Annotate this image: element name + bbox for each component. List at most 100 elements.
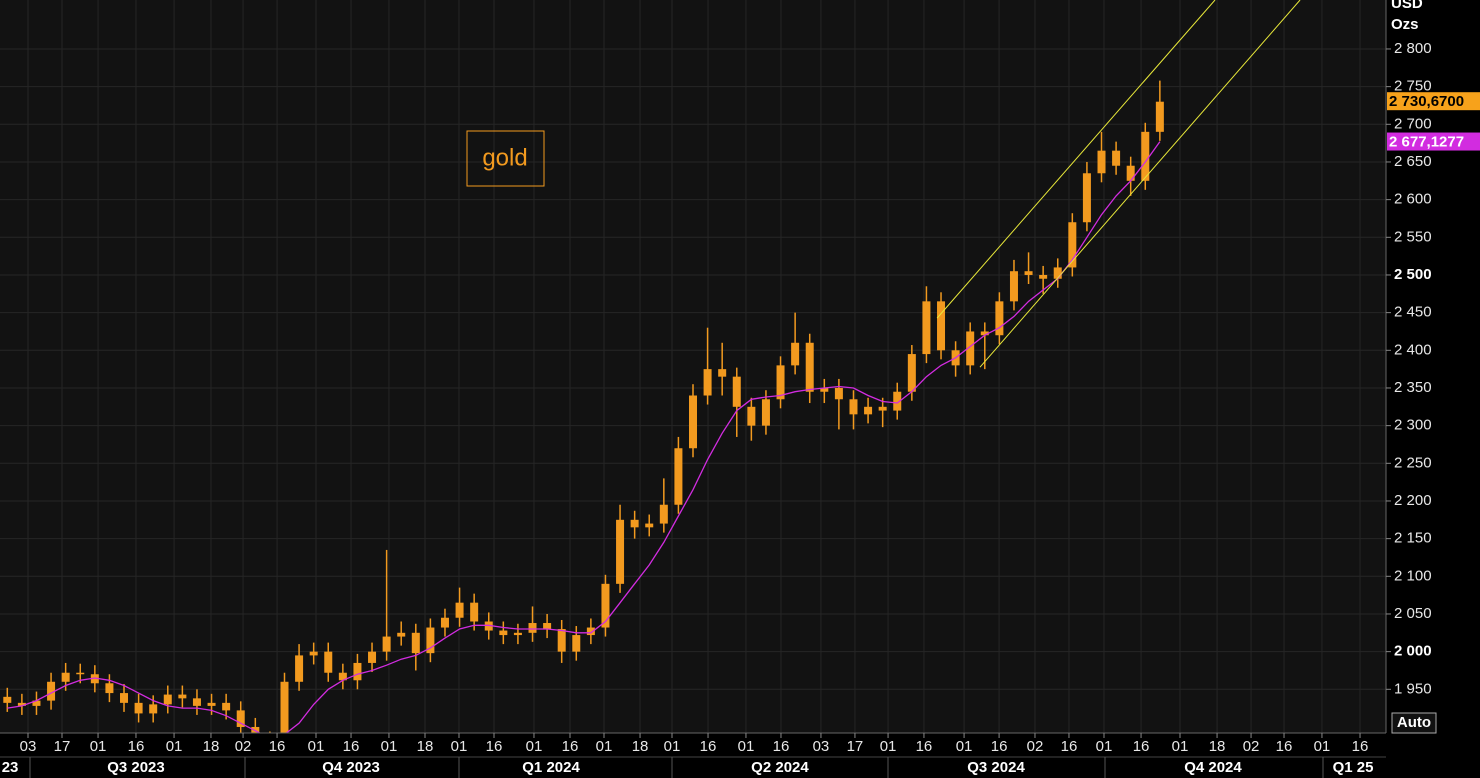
candle-body	[61, 672, 70, 682]
candle-body	[192, 698, 201, 706]
x-tick-label: 01	[526, 738, 543, 755]
candle-body	[513, 632, 522, 636]
candle-body	[601, 583, 610, 628]
candle-body	[397, 632, 406, 637]
candle-body	[557, 629, 566, 652]
candle-body	[76, 672, 85, 675]
price-tag-label: 2 730,6700	[1389, 93, 1464, 110]
candle-body	[776, 365, 785, 400]
x-tick-label: 16	[991, 738, 1008, 755]
y-tick-label: 2 350	[1394, 379, 1432, 396]
candle-body	[470, 602, 479, 622]
x-tick-label: 01	[381, 738, 398, 755]
x-tick-label: 16	[1276, 738, 1293, 755]
candle-body	[1141, 131, 1150, 181]
candle-body	[280, 681, 289, 733]
moving-average-line	[7, 141, 1161, 733]
y-tick-label: 2 300	[1394, 417, 1432, 434]
y-tick-label: 2 400	[1394, 341, 1432, 358]
x-tick-label: 16	[562, 738, 579, 755]
candle-body	[324, 651, 333, 673]
quarter-label: Q2 2024	[751, 759, 809, 776]
candle-body	[659, 504, 668, 524]
candle-body	[32, 700, 41, 706]
candle-body	[455, 602, 464, 618]
y-tick-label: 2 200	[1394, 492, 1432, 509]
candle-body	[893, 391, 902, 411]
x-tick-label: 01	[664, 738, 681, 755]
y-tick-label: 2 550	[1394, 228, 1432, 245]
candle-body	[426, 627, 435, 654]
candle-body	[134, 702, 143, 714]
candle-body	[980, 331, 989, 336]
candle-body	[1039, 274, 1048, 279]
quarter-dividers	[29, 757, 1324, 778]
candle-body	[149, 704, 158, 714]
trend-line	[936, 0, 1216, 319]
candle-body	[382, 636, 391, 652]
price-tag	[1387, 132, 1480, 151]
plot-area	[0, 0, 1386, 733]
candle-body	[630, 519, 639, 528]
x-tick-label: 16	[773, 738, 790, 755]
x-tick-label: 16	[700, 738, 717, 755]
candle-body	[368, 651, 377, 663]
x-tick-label: 01	[308, 738, 325, 755]
candle-body	[791, 342, 800, 366]
x-tick-label: 02	[1243, 738, 1260, 755]
candle-body	[338, 672, 347, 681]
quarter-label: Q1 2024	[522, 759, 580, 776]
y-tick-label: 2 600	[1394, 191, 1432, 208]
y-tick-label: 2 000	[1394, 643, 1432, 660]
quarter-label: Q3 2023	[107, 759, 165, 776]
x-tick-label: 01	[880, 738, 897, 755]
candle-body	[937, 301, 946, 351]
candle-body	[47, 681, 56, 701]
x-tick-label: 16	[343, 738, 360, 755]
candle-body	[178, 694, 187, 699]
price-tag-label: 2 677,1277	[1389, 134, 1464, 151]
x-tick-label: 01	[1096, 738, 1113, 755]
y-unit: USD	[1391, 0, 1423, 12]
candle-body	[1024, 271, 1033, 275]
candle-body	[1097, 150, 1106, 174]
x-tick-label: 01	[1172, 738, 1189, 755]
x-tick-label: 18	[417, 738, 434, 755]
candle-body	[207, 702, 216, 706]
x-tick-label: 02	[235, 738, 252, 755]
candle-body	[1009, 271, 1018, 302]
x-tick-label: 16	[269, 738, 286, 755]
auto-button[interactable]	[1391, 712, 1437, 734]
x-tick-label: 01	[166, 738, 183, 755]
candle-body	[878, 406, 887, 411]
candle-body	[1126, 165, 1135, 181]
trend-line	[979, 0, 1301, 368]
candle-body	[689, 395, 697, 449]
candle-body	[849, 399, 858, 415]
quarter-label: Q3 2024	[967, 759, 1025, 776]
candle-body	[1082, 173, 1091, 223]
y-tick-label: 2 800	[1394, 40, 1432, 57]
x-tick-label: 16	[128, 738, 145, 755]
auto-button-label[interactable]: Auto	[1397, 714, 1431, 731]
y-tick-label: 2 100	[1394, 567, 1432, 584]
candle-body	[528, 623, 537, 633]
quarter-label: Q1 25	[1333, 759, 1374, 776]
y-tick-label: 2 150	[1394, 530, 1432, 547]
candle-body	[411, 632, 420, 654]
candle-body	[3, 696, 12, 703]
candle-body	[922, 301, 931, 355]
candle-body	[484, 621, 493, 631]
x-tick-label: 03	[813, 738, 830, 755]
x-tick-label: 16	[916, 738, 933, 755]
candle-body	[499, 630, 508, 636]
x-tick-label: 16	[1352, 738, 1369, 755]
candle-body	[616, 519, 625, 584]
x-tick-label: 16	[1061, 738, 1078, 755]
x-tick-label: 01	[956, 738, 973, 755]
candle-body	[1155, 101, 1164, 132]
candle-body	[17, 702, 26, 706]
y-tick-label: 2 650	[1394, 153, 1432, 170]
candle-body	[995, 301, 1004, 336]
